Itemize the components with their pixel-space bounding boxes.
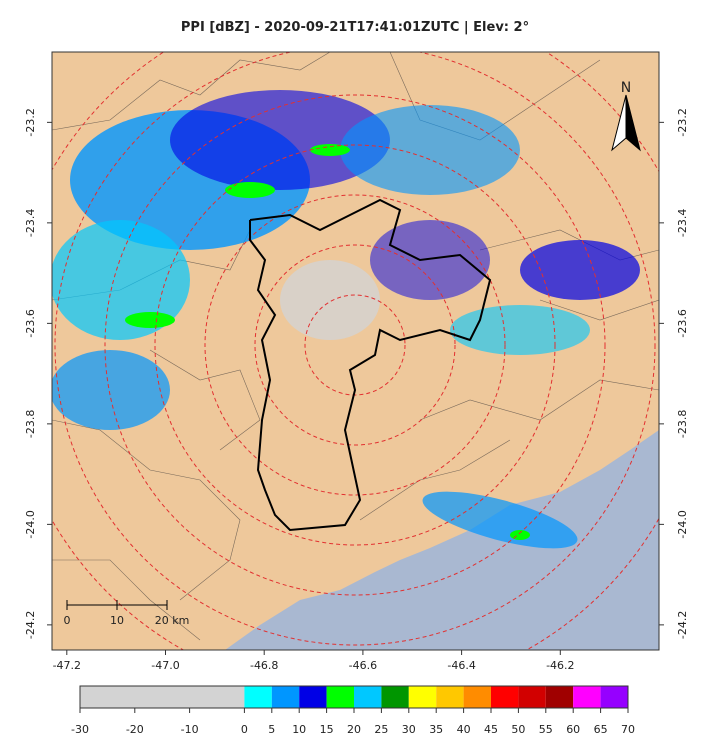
x-tick-label: -46.8 (250, 659, 278, 672)
colorbar-bin (573, 686, 601, 708)
colorbar-bin (381, 686, 409, 708)
colorbar-tick-label: 25 (374, 723, 388, 736)
colorbar-bin (244, 686, 272, 708)
colorbar-tick-label: -20 (126, 723, 144, 736)
range-ring (304, 294, 406, 396)
y-tick-label: -24.2 (24, 611, 37, 639)
x-tick-label: -46.6 (349, 659, 377, 672)
colorbar-tick-label: 20 (347, 723, 361, 736)
colorbar-tick-label: -30 (71, 723, 89, 736)
range-ring (154, 144, 556, 546)
y-tick-label: -23.6 (24, 309, 37, 337)
colorbar: -30 -20 -10 0 5 10 15 20 25 30 35 40 45 50 55 60 65 70 (71, 685, 635, 736)
x-tick-label: -46.2 (546, 659, 574, 672)
colorbar-tick-label: 30 (402, 723, 416, 736)
colorbar-tick-label: 35 (429, 723, 443, 736)
colorbar-tick-label: 65 (594, 723, 608, 736)
y-tick-label: -23.4 (24, 209, 37, 237)
map-area (52, 52, 659, 650)
colorbar-bin (408, 686, 437, 708)
scale-label: 10 (110, 614, 124, 627)
colorbar-bin (354, 686, 382, 708)
range-ring (104, 94, 606, 596)
y-tick-label: -23.4 (676, 209, 689, 237)
sea (225, 430, 659, 650)
colorbar-bin (326, 686, 354, 708)
range-ring (54, 52, 656, 646)
y-tick-label: -23.2 (676, 108, 689, 136)
x-tick-label: -46.4 (447, 659, 475, 672)
map-frame (51, 51, 660, 651)
x-tick-label: -47.2 (53, 659, 81, 672)
y-tick-label: -24.0 (24, 510, 37, 538)
scale-label: 0 (64, 614, 71, 627)
range-ring (254, 244, 456, 446)
colorbar-bin (436, 686, 464, 708)
colorbar-bin (271, 686, 300, 708)
colorbar-tick-label: 60 (566, 723, 580, 736)
precipitation-echoes (52, 90, 640, 549)
colorbar-tick-label: -10 (181, 723, 199, 736)
scale-label: 20 km (155, 614, 190, 627)
colorbar-bin (491, 686, 519, 708)
range-ring (204, 194, 506, 496)
colorbar-tick-label: 40 (457, 723, 471, 736)
y-tick-label: -23.8 (24, 410, 37, 438)
colorbar-tick-label: 55 (539, 723, 553, 736)
y-tick-label: -23.8 (676, 410, 689, 438)
colorbar-tick-label: 10 (292, 723, 306, 736)
colorbar-bin (545, 686, 574, 708)
scale-bar: 0 10 20 km (64, 600, 190, 627)
colorbar-tick-label: 70 (621, 723, 635, 736)
colorbar-tick-label: 15 (320, 723, 334, 736)
north-arrow: N (611, 80, 641, 152)
colorbar-tick-label: 45 (484, 723, 498, 736)
colorbar-bin (463, 686, 491, 708)
y-tick-label: -23.6 (676, 309, 689, 337)
colorbar-bin (600, 686, 628, 708)
north-label: N (621, 80, 631, 96)
colorbar-tick-label: 50 (511, 723, 525, 736)
title: PPI [dBZ] - 2020-09-21T17:41:01ZUTC | El… (181, 20, 529, 35)
city-boundary (249, 198, 492, 532)
colorbar-tick-label: 5 (268, 723, 275, 736)
colorbar-bin (299, 686, 327, 708)
y-tick-label: -24.2 (676, 611, 689, 639)
x-tick-label: -47.0 (151, 659, 179, 672)
colorbar-bin (518, 686, 546, 708)
colorbar-below (80, 686, 245, 708)
y-tick-label: -23.2 (24, 108, 37, 136)
y-tick-label: -24.0 (676, 510, 689, 538)
colorbar-tick-label: 0 (241, 723, 248, 736)
range-rings (52, 52, 659, 650)
